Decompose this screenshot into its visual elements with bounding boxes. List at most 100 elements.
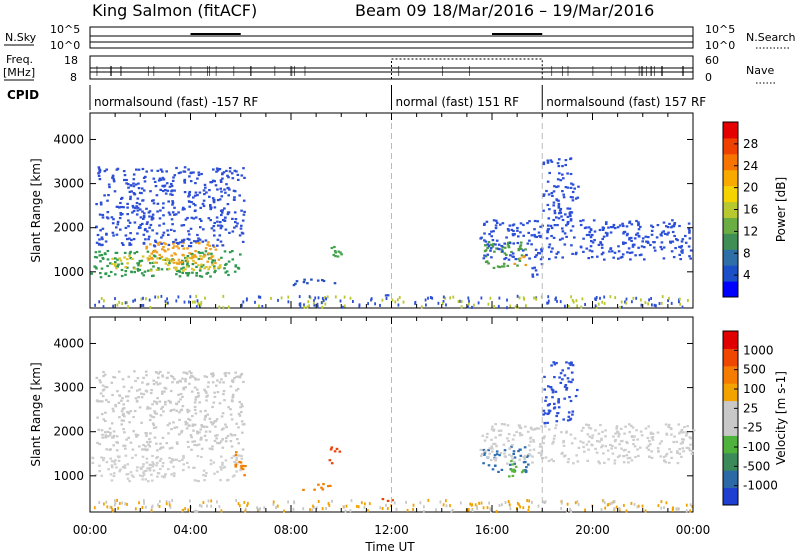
echo-cell — [215, 170, 218, 173]
ground-scatter-cell — [667, 299, 669, 303]
colorbar-swatch — [723, 418, 738, 436]
echo-cell — [234, 265, 238, 268]
y-tick-label: 3000 — [53, 381, 84, 395]
echo-cell — [531, 455, 534, 458]
echo-cell — [202, 469, 206, 472]
echo-cell — [549, 159, 553, 162]
ground-scatter-cell — [422, 510, 425, 513]
echo-cell — [517, 257, 520, 261]
echo-cell — [601, 251, 605, 254]
ground-scatter-cell — [468, 299, 470, 303]
echo-cell — [194, 256, 198, 259]
echo-cell — [139, 226, 142, 229]
echo-cell — [107, 183, 111, 186]
echo-cell — [192, 171, 195, 174]
echo-cell — [97, 166, 101, 169]
echo-cell — [161, 446, 165, 449]
echo-cell — [552, 236, 556, 239]
echo-cell — [523, 457, 526, 461]
echo-cell — [172, 176, 175, 179]
echo-cell — [129, 243, 133, 246]
colorbar-tick-label: 100 — [743, 382, 766, 396]
echo-cell — [689, 443, 692, 446]
echo-cell — [177, 262, 181, 265]
echo-cell — [97, 174, 101, 177]
colorbar-tick-label: -25 — [743, 421, 763, 435]
echo-cell — [113, 472, 116, 475]
echo-cell — [627, 461, 630, 464]
echo-cell — [110, 422, 114, 425]
echo-cell — [234, 221, 237, 224]
echo-cell — [136, 209, 140, 212]
echo-cell — [196, 194, 199, 197]
echo-cell — [147, 235, 151, 238]
echo-cell — [688, 229, 691, 232]
echo-cell — [235, 389, 238, 392]
echo-cell — [214, 434, 217, 437]
echo-cell — [593, 239, 596, 242]
echo-cell — [548, 257, 551, 261]
echo-cell — [236, 438, 239, 441]
echo-cell — [630, 251, 634, 254]
ground-scatter-cell — [625, 301, 628, 305]
echo-cell — [484, 244, 487, 247]
echo-cell — [199, 428, 203, 431]
echo-cell — [216, 188, 219, 191]
echo-cell — [132, 430, 135, 433]
ground-scatter-cell — [350, 499, 353, 503]
ground-scatter-cell — [366, 509, 369, 513]
echo-cell — [495, 247, 498, 250]
echo-cell — [498, 248, 501, 251]
echo-cell — [138, 268, 142, 271]
x-tick-label: 12:00 — [374, 523, 409, 537]
echo-cell — [224, 228, 228, 231]
echo-cell — [156, 169, 160, 172]
echo-cell — [221, 412, 225, 415]
echo-cell — [117, 263, 120, 266]
echo-cell — [571, 190, 575, 194]
echo-cell — [217, 266, 220, 269]
echo-cell — [119, 228, 122, 231]
echo-cell — [222, 171, 226, 174]
echo-cell — [590, 250, 594, 253]
echo-cell — [128, 221, 132, 224]
echo-cell — [112, 234, 115, 237]
echo-cell — [576, 196, 580, 199]
echo-cell — [574, 197, 578, 200]
colorbar-tick-label: -100 — [743, 440, 770, 454]
echo-cell — [155, 261, 158, 264]
echo-cell — [197, 394, 201, 397]
echo-cell — [166, 229, 169, 232]
echo-cell — [483, 223, 486, 226]
echo-cell — [522, 223, 525, 226]
ground-scatter-cell — [235, 499, 238, 502]
echo-cell — [182, 269, 185, 272]
echo-cell — [121, 397, 124, 400]
ground-scatter-cell — [302, 507, 305, 511]
y-axis-label: Slant Range [km] — [29, 362, 43, 466]
echo-cell — [181, 239, 184, 242]
echo-cell — [564, 186, 568, 189]
echo-cell — [644, 427, 648, 430]
echo-cell — [546, 180, 550, 183]
ground-scatter-cell — [314, 296, 317, 300]
echo-cell — [95, 241, 99, 244]
ground-scatter-cell — [420, 305, 423, 309]
echo-cell — [233, 196, 236, 199]
ground-scatter-cell — [424, 298, 427, 302]
ground-scatter-cell — [202, 501, 205, 505]
echo-cell — [178, 411, 181, 414]
echo-cell — [182, 247, 185, 250]
echo-cell — [239, 253, 242, 256]
echo-cell — [222, 390, 226, 393]
echo-cell — [101, 384, 105, 387]
echo-cell — [173, 174, 177, 177]
echo-cell — [685, 434, 688, 437]
echo-cell — [659, 455, 663, 458]
echo-cell — [144, 238, 147, 241]
echo-cell — [688, 231, 691, 234]
echo-cell — [138, 203, 142, 206]
echo-cell — [106, 211, 110, 214]
echo-cell — [158, 253, 161, 257]
echo-cell — [223, 219, 227, 222]
